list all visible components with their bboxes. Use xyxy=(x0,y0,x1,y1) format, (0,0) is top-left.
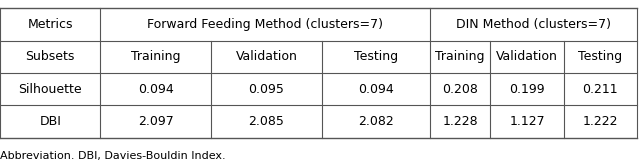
Text: Subsets: Subsets xyxy=(26,50,75,63)
Text: 0.211: 0.211 xyxy=(582,83,618,96)
Text: 0.094: 0.094 xyxy=(358,83,394,96)
Text: 2.082: 2.082 xyxy=(358,115,394,128)
Text: Forward Feeding Method (clusters=7): Forward Feeding Method (clusters=7) xyxy=(147,18,383,31)
Text: 0.199: 0.199 xyxy=(509,83,545,96)
Text: Validation: Validation xyxy=(236,50,298,63)
Text: Training: Training xyxy=(131,50,180,63)
Text: DIN Method (clusters=7): DIN Method (clusters=7) xyxy=(456,18,611,31)
Text: Silhouette: Silhouette xyxy=(19,83,82,96)
Text: Testing: Testing xyxy=(579,50,622,63)
Text: 1.222: 1.222 xyxy=(582,115,618,128)
Text: 2.085: 2.085 xyxy=(248,115,285,128)
Text: Metrics: Metrics xyxy=(28,18,73,31)
Text: 1.127: 1.127 xyxy=(509,115,545,128)
Text: 1.228: 1.228 xyxy=(442,115,478,128)
Text: DBI: DBI xyxy=(39,115,61,128)
Text: 0.095: 0.095 xyxy=(248,83,285,96)
Text: Testing: Testing xyxy=(354,50,398,63)
Text: Training: Training xyxy=(435,50,485,63)
Text: 2.097: 2.097 xyxy=(138,115,173,128)
Text: 0.208: 0.208 xyxy=(442,83,478,96)
Text: Validation: Validation xyxy=(496,50,558,63)
Text: Abbreviation. DBI, Davies-Bouldin Index.: Abbreviation. DBI, Davies-Bouldin Index. xyxy=(0,151,226,161)
Text: 0.094: 0.094 xyxy=(138,83,173,96)
